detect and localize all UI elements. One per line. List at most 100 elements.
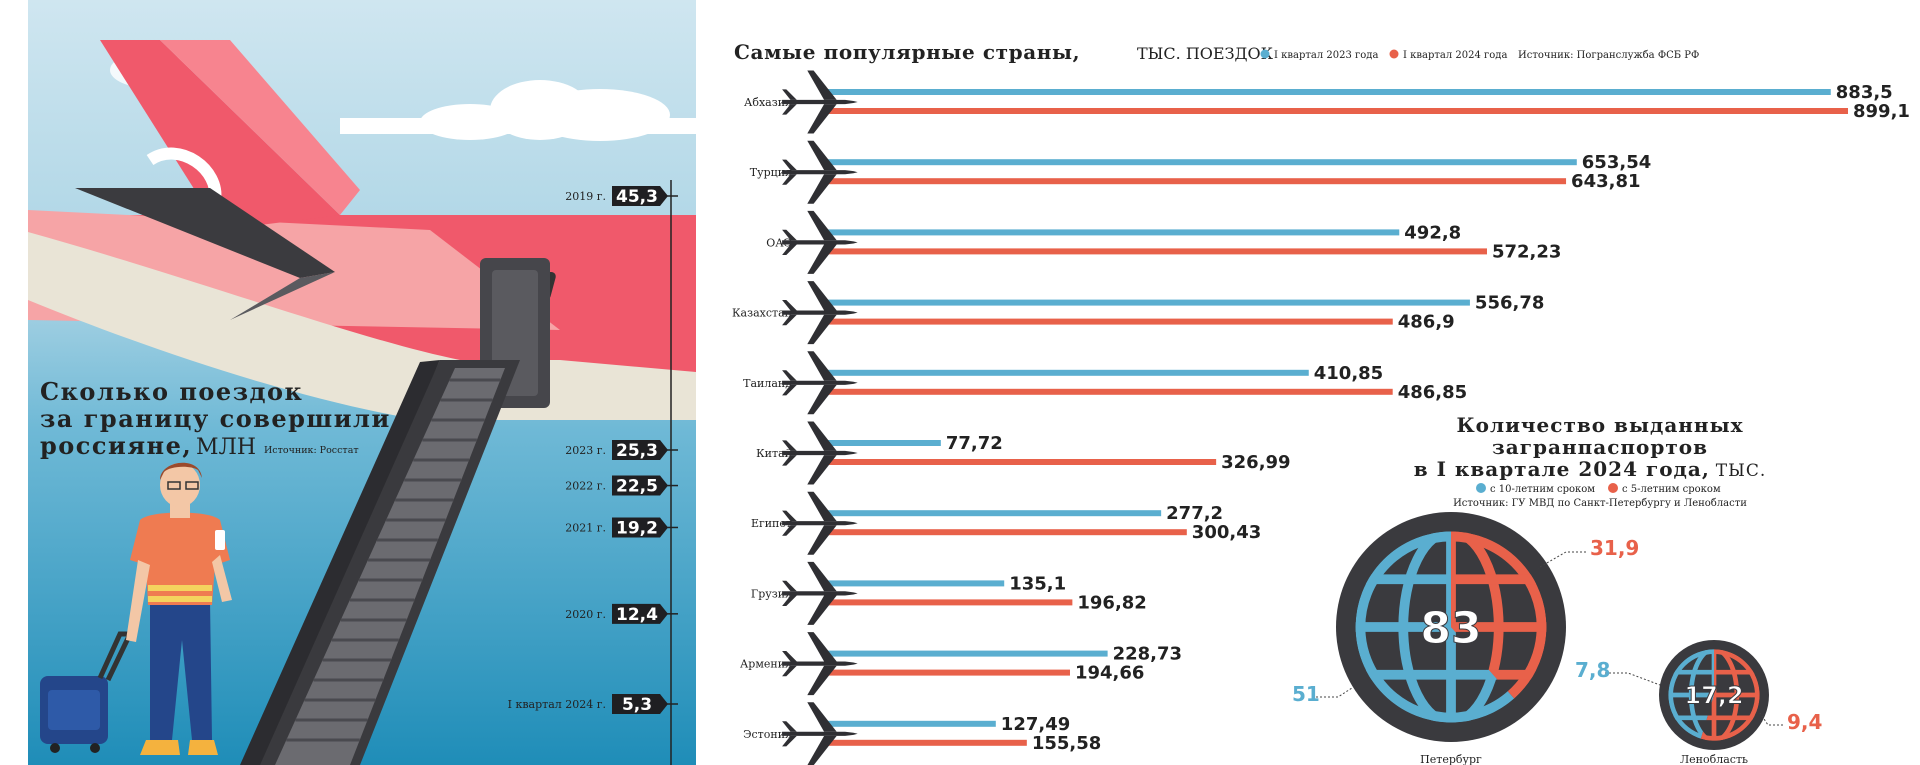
trips-year-label: I квартал 2024 г. — [508, 698, 606, 711]
trips-value-badge — [612, 440, 668, 460]
country-bar-value: 277,2 — [1166, 503, 1223, 524]
left-chart-source: Источник: Росстат — [264, 445, 359, 456]
legend-10y-swatch — [1476, 483, 1486, 493]
country-bar-value: 899,1 — [1853, 101, 1910, 122]
country-bar-value: 155,58 — [1032, 733, 1101, 754]
country-bar — [825, 159, 1577, 166]
country-label: Абхазия — [744, 96, 792, 109]
trips-value-label: 25,3 — [616, 441, 658, 461]
country-bar-value: 486,9 — [1398, 312, 1455, 333]
country-bar — [825, 669, 1070, 676]
country-bar-value: 556,78 — [1475, 293, 1544, 314]
trips-year-label: 2020 г. — [565, 608, 606, 621]
country-row: Грузия 135,1 196,82 — [751, 561, 1147, 625]
country-bar — [825, 510, 1162, 517]
pie-region-name: Ленобласть — [1680, 753, 1748, 765]
pie-leader-line — [1759, 712, 1783, 726]
airplane-icon — [782, 210, 858, 274]
trips-value-row: 19,2 2021 г. — [565, 517, 678, 538]
country-bar-value: 492,8 — [1404, 222, 1461, 243]
passports-title-line-3: в I квартале 2024 года, ТЫС. — [1414, 457, 1767, 481]
legend-5y-swatch — [1608, 483, 1618, 493]
trips-value-badge — [612, 475, 668, 496]
pie-value-label: 7,8 — [1575, 658, 1610, 682]
country-row: ОАЭ 492,8 572,23 — [766, 210, 1561, 274]
country-bar — [825, 388, 1393, 395]
pie-leader-line — [1605, 672, 1661, 686]
country-bar — [825, 739, 1027, 746]
country-label: Эстония — [743, 728, 792, 741]
trips-values: 45,3 2019 г. 25,3 2023 г. 22,5 2022 г. 19,2 202… — [508, 186, 678, 715]
legend-2023-swatch — [1260, 49, 1270, 59]
country-bar-value: 194,66 — [1075, 663, 1144, 684]
legend-10y-label: с 10-летним сроком — [1490, 484, 1595, 495]
country-bar-value: 486,85 — [1398, 382, 1467, 403]
pie-leader-line — [1316, 687, 1353, 698]
country-row: Таиланд 410,85 486,85 — [743, 351, 1467, 415]
country-bar — [825, 229, 1400, 236]
legend-5y-label: с 5-летним сроком — [1622, 484, 1721, 495]
pie-slice-5y — [1451, 531, 1547, 699]
countries-chart: Самые популярные страны, ТЫС. ПОЕЗДОК I … — [732, 40, 1910, 765]
country-bar — [825, 318, 1393, 325]
passports-chart-unit: ТЫС. — [1716, 461, 1766, 481]
trips-value-label: 12,4 — [616, 605, 658, 625]
pie-value-label: 9,4 — [1787, 710, 1822, 734]
country-bar — [825, 720, 996, 727]
trips-value-label: 19,2 — [616, 518, 658, 538]
legend-2024-label: I квартал 2024 года — [1403, 50, 1507, 61]
countries-chart-source: Источник: Погранслужба ФСБ РФ — [1518, 50, 1699, 61]
country-bar — [825, 369, 1309, 376]
legend-2024-swatch — [1389, 49, 1399, 59]
pie-leader-line — [1537, 551, 1586, 569]
airplane-icon — [782, 140, 858, 204]
country-bar-value: 326,99 — [1221, 452, 1290, 473]
country-label: Турция — [750, 166, 792, 179]
left-title-line: россияне, — [40, 431, 192, 460]
trips-value-badge — [612, 186, 668, 206]
country-bar-value: 77,72 — [946, 433, 1003, 454]
pie-value-label: 51 — [1292, 682, 1320, 706]
airplane-icon — [782, 421, 858, 485]
passport-pie: 17,2 Ленобласть 7,8 9,4 — [1575, 640, 1822, 765]
country-bar — [825, 178, 1567, 185]
pie-region-name: Петербург — [1420, 753, 1482, 765]
trips-value-row: 25,3 2023 г. — [565, 440, 678, 461]
country-bar-value: 228,73 — [1113, 644, 1182, 665]
pie-total-label: 17,2 — [1684, 682, 1743, 710]
country-bar — [825, 459, 1217, 465]
country-bar-value: 127,49 — [1001, 714, 1070, 735]
left-panel: 45,3 2019 г. 25,3 2023 г. 22,5 2022 г. 19,2 202… — [28, 0, 696, 765]
country-bar-value: 643,81 — [1571, 171, 1640, 192]
pie-value-label: 31,9 — [1590, 536, 1639, 560]
trips-year-label: 2023 г. — [565, 444, 606, 457]
airplane-icon — [782, 632, 858, 696]
country-bar — [825, 599, 1073, 606]
trips-value-row: 45,3 2019 г. — [565, 186, 678, 207]
stairs-illustration — [240, 360, 520, 765]
country-row: Китай 77,72 326,99 — [756, 421, 1291, 485]
trips-value-label: 22,5 — [616, 477, 658, 497]
trips-value-badge — [612, 694, 668, 714]
country-bar-value: 300,43 — [1192, 522, 1261, 543]
country-bar-value: 572,23 — [1492, 241, 1561, 262]
trips-year-label: 2022 г. — [565, 480, 606, 493]
left-chart-title: Сколько поездок за границу совершили росси… — [40, 377, 391, 460]
country-label: Грузия — [751, 587, 792, 600]
passports-title-line-2: загранпаспортов — [1492, 435, 1708, 459]
country-bar-value: 653,54 — [1582, 152, 1651, 173]
airplane-icon — [782, 561, 858, 625]
passport-pie: 83 Петербург 51 31,9 — [1292, 512, 1639, 765]
trips-value-row: 22,5 2022 г. — [565, 475, 678, 497]
trips-value-label: 45,3 — [616, 187, 658, 207]
country-bar — [825, 440, 941, 446]
country-label: Казахстан — [732, 307, 792, 320]
airplane-icon — [782, 351, 858, 415]
airplane-icon — [782, 70, 858, 134]
trips-value-label: 5,3 — [622, 695, 652, 715]
country-bar — [825, 89, 1831, 95]
